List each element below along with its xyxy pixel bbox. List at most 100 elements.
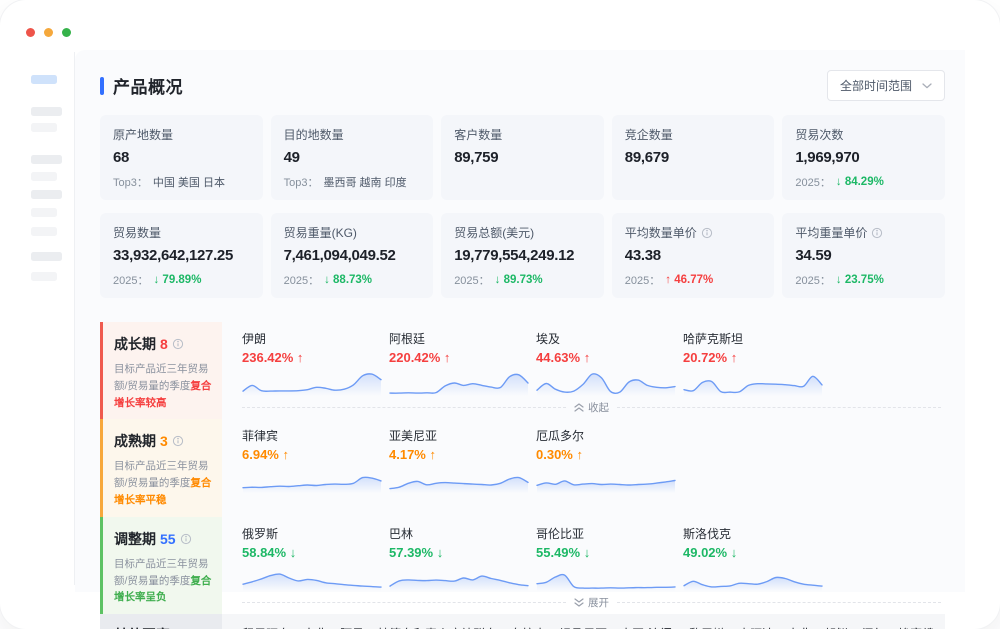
window-close-button[interactable] <box>26 28 35 37</box>
info-icon <box>172 338 183 350</box>
others-label-cell: 其他国家 16 <box>100 614 222 629</box>
yoy-percent: ↑ 46.77% <box>665 274 714 286</box>
other-country: 中国(澳门) <box>620 625 676 629</box>
panel-header: 产品概况 全部时间范围 <box>75 50 965 109</box>
other-country: 坦桑尼亚 <box>559 625 607 629</box>
other-country: 黎巴嫩 <box>689 625 725 629</box>
country-trend-card: 厄瓜多尔 0.30% ↑ <box>536 427 683 514</box>
other-country: 阿曼 <box>340 625 364 629</box>
expand-button[interactable]: 展开 <box>574 595 609 610</box>
other-country: 南非 <box>303 625 327 629</box>
stat-card: 竞企数量 89,679 <box>611 115 775 200</box>
country-growth-percent: 6.94% ↑ <box>242 447 289 463</box>
stage-trends: 俄罗斯 58.84% ↓ 巴林 57.39% ↓ 哥伦比亚 55.49% ↓ 斯洛伐克 49.… <box>222 517 945 614</box>
trend-sparkline <box>536 573 676 591</box>
stage-name: 成长期 <box>114 336 156 352</box>
stat-card-label: 平均重量单价 <box>795 224 932 241</box>
stat-card-label: 客户数量 <box>454 126 591 143</box>
stage-desc-highlight: 复合增长率较高 <box>114 379 212 409</box>
info-icon <box>180 533 191 544</box>
stage-count: 8 <box>160 336 168 352</box>
trend-sparkline <box>242 373 382 396</box>
yoy-percent: ↓ 89.73% <box>494 274 543 286</box>
trend-sparkline <box>242 573 382 591</box>
top3-values: 墨西哥 越南 印度 <box>323 177 407 189</box>
sidebar-skeleton-item[interactable] <box>31 172 57 181</box>
country-trend-card: 阿根廷 220.42% ↑ <box>389 330 536 396</box>
stage-name: 调整期 <box>114 530 156 547</box>
sidebar-skeleton-item[interactable] <box>31 155 62 164</box>
trend-cards-row: 俄罗斯 58.84% ↓ 巴林 57.39% ↓ 哥伦比亚 55.49% ↓ 斯洛伐克 49.… <box>242 525 945 591</box>
country-trend-card: 菲律宾 6.94% ↑ <box>242 427 389 514</box>
divider-line <box>242 407 566 409</box>
time-range-select[interactable]: 全部时间范围 <box>826 70 945 101</box>
sidebar-item-active[interactable] <box>31 75 57 84</box>
country-growth-percent: 49.02% ↓ <box>683 544 738 560</box>
stat-card-label-text: 贸易总额(美元) <box>454 226 535 240</box>
country-name: 亚美尼亚 <box>389 429 438 444</box>
yoy-percent: ↓ 84.29% <box>835 176 884 188</box>
title-accent-bar <box>100 76 104 95</box>
stat-card-label: 竞企数量 <box>625 126 762 143</box>
stat-card-top3: Top3： 墨西哥 越南 印度 <box>284 174 421 190</box>
sidebar-skeleton-item[interactable] <box>31 208 57 217</box>
sidebar-divider <box>74 52 75 585</box>
yoy-percent: ↓ 88.73% <box>324 274 373 286</box>
collapse-button[interactable]: 收起 <box>574 400 609 415</box>
trend-cards-row: 菲律宾 6.94% ↑ 亚美尼亚 4.17% ↑ 厄瓜多尔 0.30% ↑ <box>242 427 945 514</box>
other-country: 卢旺达 <box>738 625 774 629</box>
other-country: 缅甸 <box>861 625 885 629</box>
lifecycle-stages: 成长期 8 目标产品近三年贸易额/贸易量的季度复合增长率较高 伊朗 236.42% ↑ 阿… <box>100 322 945 629</box>
country-growth-percent: 20.72% ↑ <box>683 350 738 365</box>
page-title-text: 产品概况 <box>113 78 183 97</box>
stage-row: 调整期 55 目标产品近三年贸易额/贸易量的季度复合增长率呈负 俄罗斯 58.84% ↓… <box>100 516 945 615</box>
country-trend-card: 埃及 44.63% ↑ <box>536 330 683 396</box>
stage-desc-text: 目标产品近三年贸易额/贸易量的季度 <box>114 557 209 587</box>
stage-desc-highlight: 复合增长率平稳 <box>114 477 212 506</box>
stat-card-label: 贸易重量(KG) <box>284 224 421 241</box>
stat-card-label: 目的地数量 <box>284 126 421 143</box>
time-range-label: 全部时间范围 <box>839 79 912 93</box>
stat-cards-row-2: 贸易数量 33,932,642,127.25 2025： ↓ 79.89% 贸易重量(K… <box>100 213 945 298</box>
other-country: 乌拉圭 <box>510 625 546 629</box>
stat-card-label-text: 目的地数量 <box>283 128 344 142</box>
trend-sparkline <box>389 477 529 494</box>
trend-cards-row: 伊朗 236.42% ↑ 阿根廷 220.42% ↑ 埃及 44.63% ↑ 哈萨克斯坦 20… <box>242 330 945 396</box>
stat-card-value: 43.38 <box>624 247 661 264</box>
stat-card: 目的地数量 49 Top3： 墨西哥 越南 印度 <box>270 115 434 200</box>
stat-card-label-text: 客户数量 <box>454 128 503 142</box>
sidebar-skeleton-item[interactable] <box>31 107 62 116</box>
sidebar-skeleton-item[interactable] <box>31 190 62 199</box>
yoy-year-label: 2025： <box>454 275 490 287</box>
country-trend-card: 巴林 57.39% ↓ <box>389 525 536 591</box>
sidebar-skeleton-item[interactable] <box>31 272 57 281</box>
stage-count: 55 <box>160 530 176 547</box>
divider-line <box>617 602 941 604</box>
other-country: 赫德岛和麦克唐纳群岛 <box>377 625 497 629</box>
yoy-year-label: 2025： <box>795 275 831 287</box>
stat-card-label: 原产地数量 <box>113 126 250 143</box>
country-trend-card: 哥伦比亚 55.49% ↓ <box>536 525 683 591</box>
stat-card: 原产地数量 68 Top3： 中国 美国 日本 <box>100 115 263 200</box>
window-zoom-button[interactable] <box>62 28 71 37</box>
yoy-year-label: 2025： <box>283 275 320 287</box>
stage-label-cell: 成熟期 3 目标产品近三年贸易额/贸易量的季度复合增长率平稳 <box>100 419 222 517</box>
stage-trends: 伊朗 236.42% ↑ 阿根廷 220.42% ↑ 埃及 44.63% ↑ 哈萨克斯坦 20… <box>222 322 945 419</box>
stat-card-label: 贸易总额(美元) <box>454 224 591 241</box>
other-country: 朝鲜 <box>824 625 848 629</box>
trend-sparkline <box>683 375 823 396</box>
stat-card: 平均重量单价 34.59 2025： ↓ 23.75% <box>782 213 945 298</box>
window-minimize-button[interactable] <box>44 28 53 37</box>
sidebar-skeleton-item[interactable] <box>31 123 57 132</box>
trend-sparkline <box>683 576 823 591</box>
country-growth-percent: 55.49% ↓ <box>536 544 591 560</box>
sidebar-skeleton-item[interactable] <box>31 252 62 261</box>
country-growth-percent: 58.84% ↓ <box>242 544 297 560</box>
sidebar-skeleton-item[interactable] <box>31 227 57 236</box>
stat-card: 平均数量单价 43.38 2025： ↑ 46.77% <box>611 213 775 298</box>
other-country: 中非 <box>787 625 811 629</box>
stage-desc: 目标产品近三年贸易额/贸易量的季度复合增长率较高 <box>114 361 214 411</box>
stage-desc-highlight: 复合增长率呈负 <box>114 574 212 604</box>
country-name: 哥伦比亚 <box>536 526 585 541</box>
stat-card-label-text: 平均重量单价 <box>795 226 868 240</box>
